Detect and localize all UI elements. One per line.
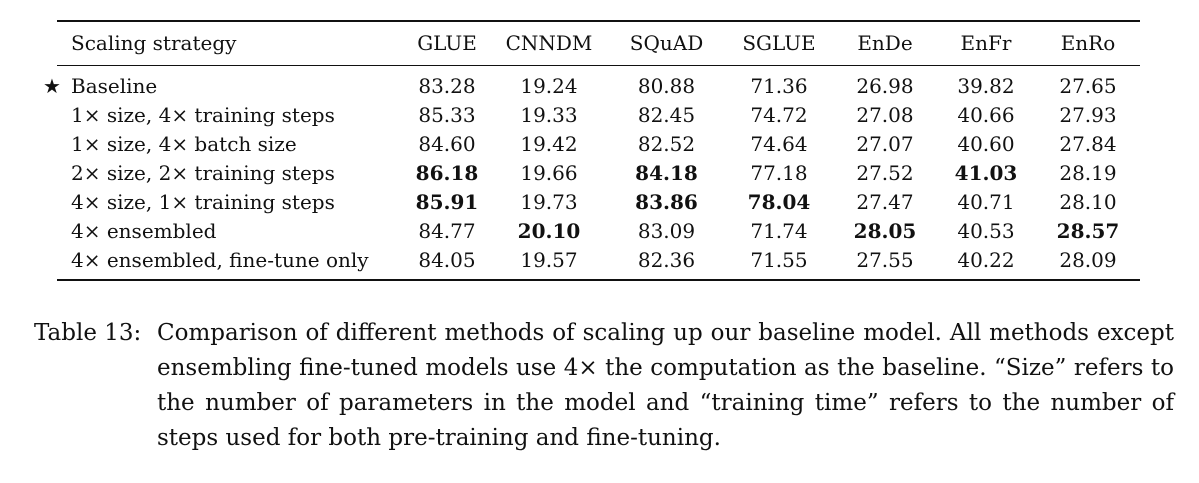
table-cell: 80.88 [637,74,696,98]
header-row: Scaling strategy GLUE CNNDM SQuAD SGLUE … [57,22,1140,65]
table-cell: 40.71 [957,190,1015,214]
row-label-cell: 4× ensembled, fine-tune only [57,246,405,279]
column-header: SQuAD [629,31,704,55]
table-cell: 82.45 [637,103,696,127]
results-table-container: Scaling strategy GLUE CNNDM SQuAD SGLUE … [43,20,1140,281]
baseline-star-icon: ★ [43,74,61,98]
table-cell: 39.82 [957,74,1015,98]
table-cell: 19.57 [520,248,578,272]
table-cell: 27.52 [856,161,914,185]
table-cell: 27.93 [1059,103,1117,127]
table-cell: 84.60 [418,132,476,156]
column-header: Scaling strategy [71,31,237,55]
table-row: 1× size, 4× training steps 85.33 19.33 82.4… [57,101,1140,130]
table-cell: 86.18 [415,161,479,185]
row-label-cell: 1× size, 4× batch size [57,130,405,159]
row-label: 1× size, 4× batch size [71,132,297,156]
row-label-cell: ★ Baseline [43,66,405,101]
column-header: SGLUE [742,31,816,55]
table-cell: 19.33 [520,103,578,127]
table-cell: 84.77 [418,219,476,243]
table-cell: 19.42 [520,132,578,156]
table-cell: 74.64 [750,132,808,156]
table-cell: 83.28 [418,74,476,98]
row-label-cell: 4× ensembled [57,217,405,246]
table-cell: 26.98 [856,74,914,98]
row-label-cell: 2× size, 2× training steps [57,159,405,188]
table-bottom-rule [57,279,1140,281]
table-row: 1× size, 4× batch size 84.60 19.42 82.52 74.… [57,130,1140,159]
table-cell: 71.74 [750,219,808,243]
table-cell: 19.66 [520,161,578,185]
table-row: 4× size, 1× training steps 85.91 19.73 83.8… [57,188,1140,217]
row-label: 4× size, 1× training steps [71,190,335,214]
row-label: 4× ensembled, fine-tune only [71,248,369,272]
table-cell: 28.10 [1059,190,1117,214]
row-label: 2× size, 2× training steps [71,161,335,185]
row-label: 4× ensembled [71,219,217,243]
table-cell: 83.86 [635,190,698,214]
table-cell: 20.10 [517,219,581,243]
table-cell: 82.52 [637,132,696,156]
table-cell: 28.05 [853,219,917,243]
row-label: 1× size, 4× training steps [71,103,335,127]
table-cell: 19.24 [520,74,578,98]
row-label: Baseline [71,74,158,98]
row-label-cell: 1× size, 4× training steps [57,101,405,130]
table-cell: 28.57 [1056,219,1120,243]
table-body: ★ Baseline 83.28 19.24 80.88 71.36 26.98 39.82 2… [43,66,1140,279]
table-cell: 40.66 [957,103,1015,127]
column-header: EnFr [960,31,1012,55]
table-cell: 27.55 [856,248,914,272]
table-row: 4× ensembled, fine-tune only 84.05 19.57 82… [57,246,1140,279]
table-cell: 77.18 [750,161,808,185]
table-row: 4× ensembled 84.77 20.10 83.09 71.74 28.05 40.… [57,217,1140,246]
header-separator-row [57,65,1140,66]
table-cell: 41.03 [954,161,1018,185]
column-header: EnDe [857,31,913,55]
results-table: Scaling strategy GLUE CNNDM SQuAD SGLUE … [43,22,1140,279]
table-cell: 27.08 [856,103,914,127]
table-cell: 83.09 [637,219,696,243]
table-top-rule [57,20,1140,22]
table-cell: 27.07 [856,132,914,156]
table-cell: 19.73 [520,190,578,214]
table-cell: 84.18 [635,161,698,185]
table-cell: 85.33 [418,103,476,127]
table-cell: 27.65 [1059,74,1117,98]
table-cell: 28.09 [1059,248,1117,272]
table-cell: 84.05 [418,248,476,272]
caption-text: Comparison of different methods of scali… [157,320,1174,451]
column-header: GLUE [417,31,477,55]
table-caption: Table 13: Comparison of different method… [34,316,1174,456]
table-cell: 27.84 [1059,132,1117,156]
table-mid-rule [57,65,1140,66]
table-row: 2× size, 2× training steps 86.18 19.66 84.1… [57,159,1140,188]
column-header: CNNDM [505,31,593,55]
row-label-cell: 4× size, 1× training steps [57,188,405,217]
table-cell: 27.47 [856,190,914,214]
table-cell: 71.36 [750,74,808,98]
table-cell: 40.53 [957,219,1015,243]
table-cell: 82.36 [637,248,696,272]
table-cell: 40.60 [957,132,1015,156]
table-cell: 71.55 [750,248,808,272]
table-cell: 74.72 [750,103,808,127]
table-row: ★ Baseline 83.28 19.24 80.88 71.36 26.98 39.82 2… [43,66,1140,101]
table-cell: 28.19 [1059,161,1117,185]
table-cell: 40.22 [957,248,1015,272]
column-header: EnRo [1060,31,1116,55]
caption-label: Table 13: [34,320,142,346]
table-cell: 85.91 [415,190,479,214]
table-cell: 78.04 [747,190,811,214]
